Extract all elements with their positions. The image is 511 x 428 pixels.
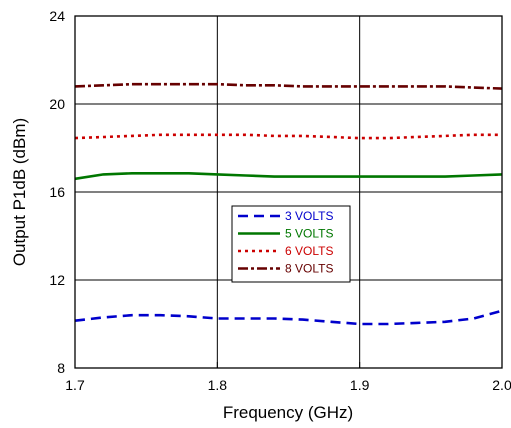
legend-label-2: 5 VOLTS <box>285 227 333 241</box>
legend: 3 VOLTS 5 VOLTS 6 VOLTS 8 VOLTS <box>231 205 351 283</box>
legend-label-4: 8 VOLTS <box>285 262 333 276</box>
tick-marks <box>74 15 503 369</box>
series-line-2 <box>74 172 503 181</box>
y-tick-label: 16 <box>49 184 65 200</box>
y-tick-label: 24 <box>49 8 65 24</box>
x-tick-label: 2.0 <box>492 377 511 393</box>
series-line-1 <box>74 309 503 326</box>
legend-label-1: 3 VOLTS <box>285 209 333 223</box>
x-tick-label: 1.9 <box>350 377 370 393</box>
x-axis-title: Frequency (GHz) <box>223 403 353 422</box>
y-tick-labels: 8 12 16 20 24 <box>49 8 65 376</box>
series-line-4 <box>74 82 503 90</box>
y-axis-title: Output P1dB (dBm) <box>10 118 29 266</box>
series-lines <box>74 82 503 326</box>
x-tick-label: 1.7 <box>65 377 85 393</box>
y-tick-label: 20 <box>49 96 65 112</box>
y-tick-label: 8 <box>57 360 65 376</box>
y-tick-label: 12 <box>49 272 65 288</box>
legend-label-3: 6 VOLTS <box>285 244 333 258</box>
x-tick-labels: 1.7 1.8 1.9 2.0 <box>65 377 511 393</box>
series-line-3 <box>74 133 502 140</box>
x-tick-label: 1.8 <box>208 377 228 393</box>
